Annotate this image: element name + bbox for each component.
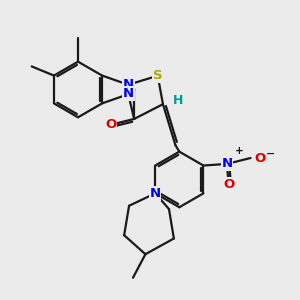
Text: O: O: [254, 152, 265, 164]
Text: N: N: [123, 78, 134, 91]
Text: N: N: [221, 158, 233, 170]
Text: S: S: [153, 69, 163, 82]
Text: O: O: [105, 118, 116, 131]
Text: O: O: [223, 178, 234, 191]
Text: N: N: [123, 87, 134, 100]
Text: H: H: [172, 94, 183, 107]
Text: +: +: [235, 146, 244, 156]
Text: N: N: [150, 187, 161, 200]
Text: −: −: [266, 149, 275, 159]
